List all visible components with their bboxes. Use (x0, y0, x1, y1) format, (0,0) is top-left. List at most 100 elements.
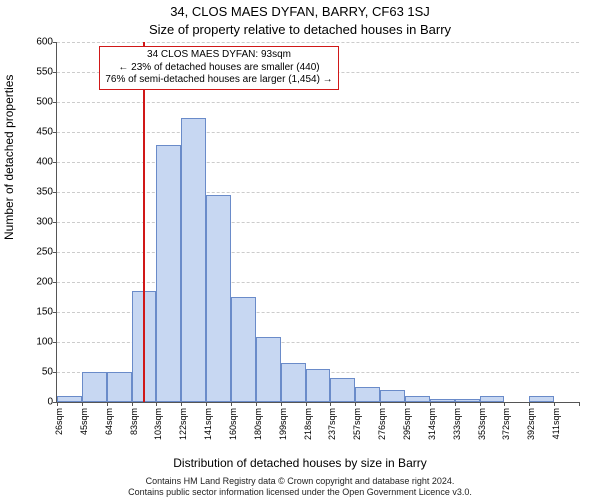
y-tick-mark (53, 102, 57, 103)
y-tick-mark (53, 282, 57, 283)
y-tick-label: 350 (36, 187, 53, 198)
histogram-bar (405, 396, 430, 402)
histogram-chart: 34, CLOS MAES DYFAN, BARRY, CF63 1SJ Siz… (0, 0, 600, 500)
chart-title: 34, CLOS MAES DYFAN, BARRY, CF63 1SJ (0, 4, 600, 19)
histogram-bar (107, 372, 132, 402)
y-tick-mark (53, 372, 57, 373)
y-tick-mark (53, 342, 57, 343)
histogram-bar (455, 399, 480, 402)
x-tick-label: 45sqm (79, 408, 89, 435)
x-tick-mark (82, 402, 83, 406)
gridline (57, 282, 579, 283)
y-tick-label: 0 (47, 397, 53, 408)
y-tick-label: 100 (36, 337, 53, 348)
x-tick-mark (107, 402, 108, 406)
y-tick-mark (53, 72, 57, 73)
histogram-bar (281, 363, 306, 402)
x-tick-mark (57, 402, 58, 406)
x-tick-label: 237sqm (327, 408, 337, 440)
chart-subtitle: Size of property relative to detached ho… (0, 22, 600, 37)
annotation-box: 34 CLOS MAES DYFAN: 93sqm ← 23% of detac… (99, 46, 339, 90)
gridline (57, 222, 579, 223)
gridline (57, 42, 579, 43)
histogram-bar (231, 297, 256, 402)
y-tick-mark (53, 162, 57, 163)
x-tick-label: 353sqm (477, 408, 487, 440)
x-tick-mark (579, 402, 580, 406)
histogram-bar (430, 399, 455, 402)
x-tick-mark (330, 402, 331, 406)
x-tick-mark (430, 402, 431, 406)
histogram-bar (82, 372, 107, 402)
x-tick-mark (480, 402, 481, 406)
y-tick-mark (53, 192, 57, 193)
x-tick-label: 411sqm (551, 408, 561, 439)
x-tick-mark (355, 402, 356, 406)
annotation-line-3: 76% of semi-detached houses are larger (… (104, 74, 334, 87)
x-tick-label: 141sqm (203, 408, 213, 440)
x-tick-mark (529, 402, 530, 406)
histogram-bar (306, 369, 331, 402)
histogram-bar (380, 390, 405, 402)
property-marker-line (143, 42, 145, 402)
y-tick-label: 550 (36, 67, 53, 78)
x-tick-mark (256, 402, 257, 406)
x-tick-mark (231, 402, 232, 406)
x-tick-mark (281, 402, 282, 406)
y-tick-mark (53, 132, 57, 133)
y-tick-label: 450 (36, 127, 53, 138)
footer-line-2: Contains public sector information licen… (0, 487, 600, 498)
annotation-line-2: ← 23% of detached houses are smaller (44… (104, 62, 334, 75)
x-tick-label: 26sqm (54, 408, 64, 435)
histogram-bar (256, 337, 281, 402)
plot-area: 05010015020025030035040045050055060026sq… (56, 42, 579, 403)
x-tick-label: 314sqm (427, 408, 437, 440)
footer-attribution: Contains HM Land Registry data © Crown c… (0, 476, 600, 498)
annotation-line-1: 34 CLOS MAES DYFAN: 93sqm (104, 49, 334, 62)
x-axis-label: Distribution of detached houses by size … (0, 456, 600, 470)
footer-line-1: Contains HM Land Registry data © Crown c… (0, 476, 600, 487)
y-tick-label: 50 (42, 367, 53, 378)
histogram-bar (529, 396, 554, 402)
y-tick-label: 200 (36, 277, 53, 288)
y-tick-label: 250 (36, 247, 53, 258)
x-tick-mark (306, 402, 307, 406)
x-tick-mark (504, 402, 505, 406)
x-tick-label: 199sqm (278, 408, 288, 440)
y-tick-label: 600 (36, 37, 53, 48)
x-tick-mark (455, 402, 456, 406)
histogram-bar (181, 118, 206, 402)
histogram-bar (355, 387, 380, 402)
x-tick-label: 295sqm (402, 408, 412, 440)
x-tick-mark (380, 402, 381, 406)
x-tick-label: 392sqm (526, 408, 536, 440)
y-axis-label: Number of detached properties (2, 75, 16, 240)
x-tick-label: 64sqm (104, 408, 114, 435)
histogram-bar (480, 396, 505, 402)
y-tick-mark (53, 42, 57, 43)
gridline (57, 102, 579, 103)
x-tick-mark (405, 402, 406, 406)
gridline (57, 252, 579, 253)
y-tick-mark (53, 252, 57, 253)
x-tick-label: 257sqm (352, 408, 362, 440)
x-tick-label: 122sqm (178, 408, 188, 440)
x-tick-label: 333sqm (452, 408, 462, 440)
gridline (57, 132, 579, 133)
y-tick-label: 300 (36, 217, 53, 228)
x-tick-label: 276sqm (377, 408, 387, 440)
gridline (57, 162, 579, 163)
x-tick-label: 218sqm (303, 408, 313, 440)
x-tick-label: 372sqm (501, 408, 511, 440)
histogram-bar (57, 396, 82, 402)
x-tick-label: 160sqm (228, 408, 238, 440)
y-tick-mark (53, 222, 57, 223)
x-tick-mark (206, 402, 207, 406)
x-tick-mark (181, 402, 182, 406)
y-tick-label: 400 (36, 157, 53, 168)
x-tick-label: 103sqm (153, 408, 163, 440)
gridline (57, 192, 579, 193)
x-tick-mark (554, 402, 555, 406)
x-tick-mark (156, 402, 157, 406)
x-tick-mark (132, 402, 133, 406)
